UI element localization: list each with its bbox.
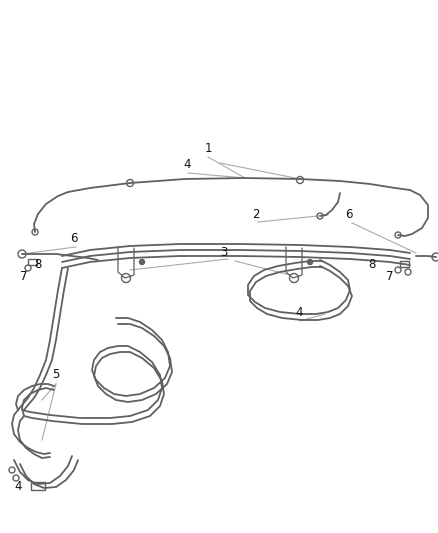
Text: 4: 4 [183, 158, 191, 171]
Text: 8: 8 [368, 258, 375, 271]
Text: 4: 4 [295, 306, 303, 319]
Text: 2: 2 [252, 208, 259, 221]
Bar [399, 261, 409, 267]
Circle shape [307, 260, 312, 264]
Text: 6: 6 [345, 208, 353, 221]
Text: 1: 1 [205, 142, 212, 155]
Text: 4: 4 [14, 480, 21, 493]
Bar [28, 259, 36, 265]
Text: 7: 7 [20, 270, 28, 283]
Text: 8: 8 [34, 258, 41, 271]
Text: 7: 7 [386, 270, 393, 283]
Text: 3: 3 [220, 246, 227, 259]
Circle shape [139, 260, 145, 264]
Text: 5: 5 [52, 368, 60, 381]
Bar [31, 482, 45, 490]
Text: 6: 6 [70, 232, 78, 245]
